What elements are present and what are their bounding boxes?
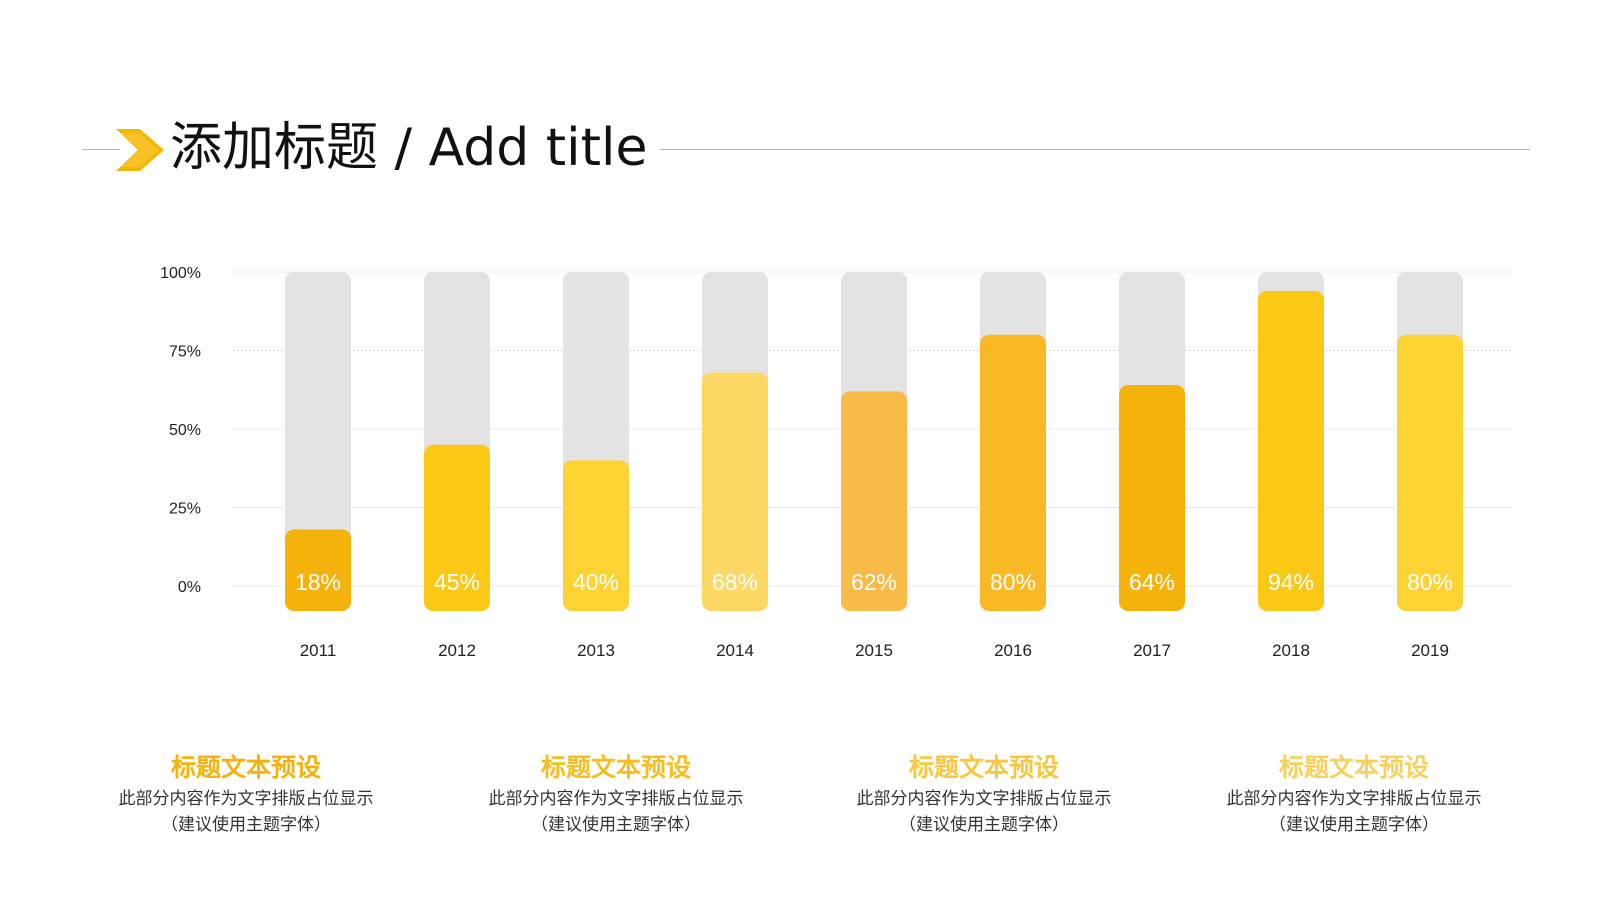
card-note-3: （建议使用主题字体）	[899, 815, 1069, 835]
y-tick-label: 50%	[169, 422, 201, 439]
y-tick-label: 0%	[178, 579, 201, 596]
bar-2014	[702, 372, 768, 611]
card-title-4: 标题文本预设	[1278, 753, 1429, 782]
bar-value-label: 94%	[1268, 569, 1314, 595]
bar-value-label: 80%	[1407, 569, 1453, 595]
bar-2013	[563, 460, 629, 611]
chart-bars: 18% 45% 40% 68% 62% 80% 64% 94% 80%	[285, 272, 1463, 611]
card-body-3: 此部分内容作为文字排版占位显示	[856, 789, 1112, 809]
x-tick-label: 2018	[1272, 641, 1310, 660]
bar-2012	[424, 444, 490, 611]
card-title-1: 标题文本预设	[170, 753, 321, 782]
card-note-4: （建议使用主题字体）	[1269, 815, 1439, 835]
bar-2015	[841, 391, 907, 611]
bar-value-label: 64%	[1129, 569, 1175, 595]
bar-value-label: 68%	[712, 569, 758, 595]
bar-value-label: 18%	[295, 569, 341, 595]
bar-value-label: 62%	[851, 569, 897, 595]
card-title-3: 标题文本预设	[908, 753, 1059, 782]
bar-value-label: 45%	[434, 569, 480, 595]
card-body-1: 此部分内容作为文字排版占位显示	[118, 789, 374, 809]
card-note-1: （建议使用主题字体）	[161, 815, 331, 835]
y-tick-label: 25%	[169, 501, 201, 518]
bar-value-label: 40%	[573, 569, 619, 595]
summary-card-3: 标题文本预设 此部分内容作为文字排版占位显示 （建议使用主题字体）	[834, 752, 1134, 838]
summary-card-1: 标题文本预设 此部分内容作为文字排版占位显示 （建议使用主题字体）	[96, 752, 396, 838]
card-body-4: 此部分内容作为文字排版占位显示	[1226, 789, 1482, 809]
bar-2018	[1258, 290, 1324, 611]
bar-value-label: 80%	[990, 569, 1036, 595]
x-tick-label: 2014	[716, 641, 754, 660]
x-tick-label: 2016	[994, 641, 1032, 660]
y-tick-label: 75%	[169, 344, 201, 361]
x-tick-label: 2013	[577, 641, 615, 660]
bar-track	[285, 272, 351, 611]
summary-cards: 标题文本预设 此部分内容作为文字排版占位显示 （建议使用主题字体） 标题文本预设…	[0, 752, 1600, 862]
header-rule-left	[82, 149, 120, 150]
x-axis-labels: 2011 2012 2013 2014 2015 2016 2017 2018 2019	[300, 641, 1449, 660]
bar-chart: 0% 25% 50% 75% 100% 18% 45% 40% 68% 62% 80% 64% 94%…	[160, 265, 1512, 660]
x-tick-label: 2019	[1411, 641, 1449, 660]
y-axis-ticks: 0% 25% 50% 75% 100%	[160, 265, 201, 596]
summary-card-4: 标题文本预设 此部分内容作为文字排版占位显示 （建议使用主题字体）	[1204, 752, 1504, 838]
x-tick-label: 2017	[1133, 641, 1171, 660]
y-tick-label: 100%	[160, 265, 201, 282]
card-note-2: （建议使用主题字体）	[531, 815, 701, 835]
bar-2017	[1119, 385, 1185, 611]
x-tick-label: 2012	[438, 641, 476, 660]
chevron-right-icon	[116, 129, 164, 171]
x-tick-label: 2015	[855, 641, 893, 660]
header-rule-right	[660, 149, 1530, 150]
page-title: 添加标题 / Add title	[170, 118, 648, 178]
x-tick-label: 2011	[300, 641, 337, 660]
bar-2016	[980, 334, 1046, 611]
page-header: 添加标题 / Add title	[0, 108, 1600, 188]
bar-2011	[285, 529, 351, 611]
card-body-2: 此部分内容作为文字排版占位显示	[488, 789, 744, 809]
summary-card-2: 标题文本预设 此部分内容作为文字排版占位显示 （建议使用主题字体）	[466, 752, 766, 838]
card-title-2: 标题文本预设	[540, 753, 691, 782]
bar-2019	[1397, 334, 1463, 611]
